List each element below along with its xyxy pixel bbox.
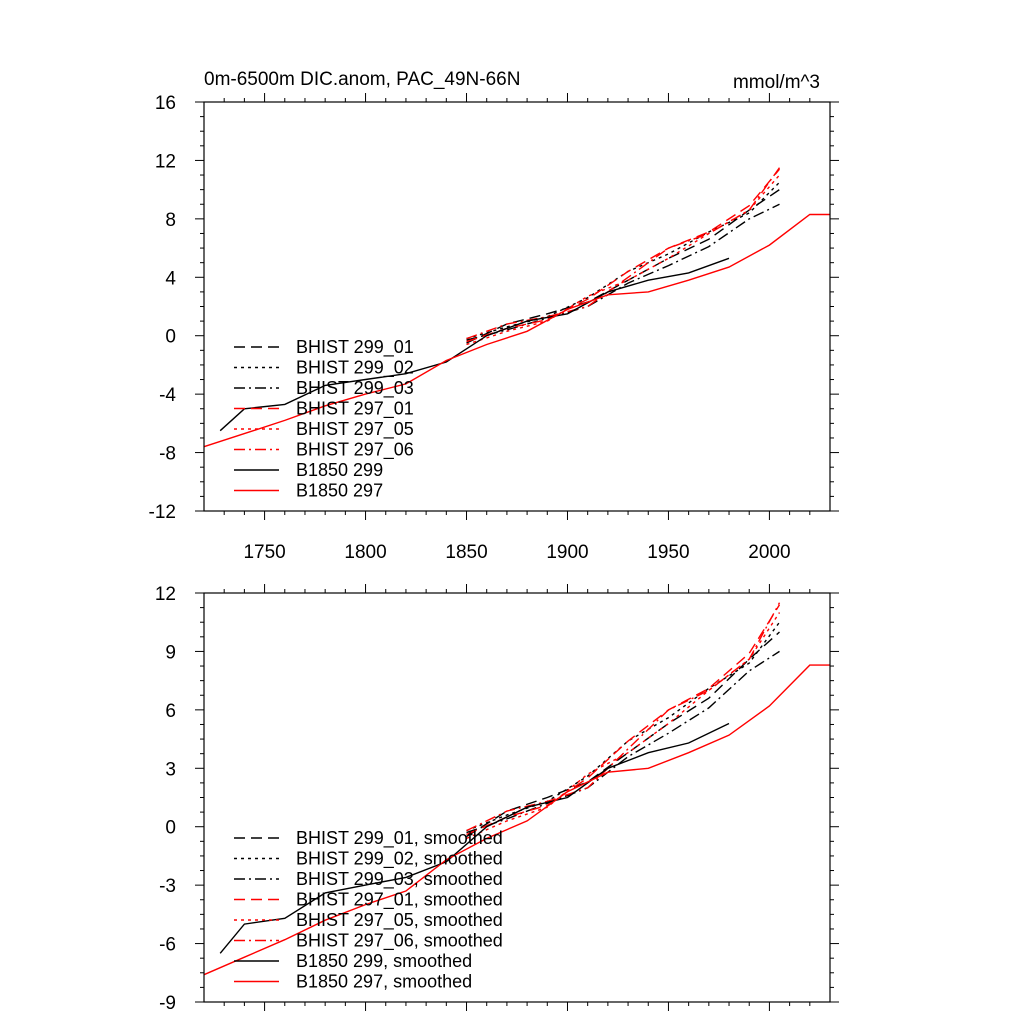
series-line xyxy=(466,189,780,344)
plot-lines xyxy=(203,167,830,448)
legend-label: BHIST 297_06, smoothed xyxy=(296,931,503,952)
x-tick-label: 1850 xyxy=(445,542,487,563)
x-tick-label: 1750 xyxy=(243,542,285,563)
series-line xyxy=(466,167,781,340)
series-line xyxy=(466,168,781,343)
legend-label: BHIST 299_03, smoothed xyxy=(296,869,503,890)
y-tick-label: 8 xyxy=(165,210,176,231)
y-tick-label: -9 xyxy=(159,993,176,1014)
y-tick-label: -8 xyxy=(159,444,176,465)
legend-label: BHIST 299_01, smoothed xyxy=(296,828,503,849)
units-label: mmol/m^3 xyxy=(733,72,820,93)
series-line xyxy=(466,650,780,834)
series-line xyxy=(466,181,780,340)
y-tick-label: -6 xyxy=(159,935,176,956)
series-line xyxy=(466,631,780,838)
legend-label: B1850 297 xyxy=(296,481,383,501)
legend-label: BHIST 297_05 xyxy=(296,419,414,440)
legend-label: BHIST 297_06 xyxy=(296,440,414,461)
x-tick-label: 1900 xyxy=(546,542,588,563)
plot-lines xyxy=(203,602,830,976)
top-panel: 0m-6500m DIC.anom, PAC_49N-66N mmol/m^3 … xyxy=(149,69,839,563)
y-tick-label: 4 xyxy=(165,268,176,289)
y-tick-label: 12 xyxy=(155,151,176,172)
series-line xyxy=(466,174,781,346)
legend-label: BHIST 299_02, smoothed xyxy=(296,849,503,870)
x-tick-label: 2000 xyxy=(748,542,790,563)
legend-label: BHIST 297_05, smoothed xyxy=(296,910,503,931)
legend-label: BHIST 299_02 xyxy=(296,358,414,379)
y-tick-label: 0 xyxy=(165,327,176,348)
series-line xyxy=(466,612,781,840)
series-line xyxy=(466,602,781,832)
y-tick-label: 0 xyxy=(165,818,176,839)
series-line xyxy=(466,621,781,832)
legend-label: BHIST 299_01 xyxy=(296,337,414,358)
y-tick-label: -12 xyxy=(149,502,176,523)
y-tick-label: 9 xyxy=(165,642,176,663)
legend-label: B1850 299 xyxy=(296,460,383,480)
series-line xyxy=(203,664,830,976)
series-line xyxy=(203,213,830,448)
y-tick-label: -3 xyxy=(159,876,176,897)
y-tick-label: -4 xyxy=(159,385,176,406)
x-tick-label: 1950 xyxy=(647,542,689,563)
x-tick-label: 1800 xyxy=(344,542,386,563)
legend-label: B1850 299, smoothed xyxy=(296,951,472,971)
legend-label: BHIST 299_03 xyxy=(296,378,414,399)
axis-ticks: 1750 1800 1850 1900 1950 2000 -12 -8 -4 0 4 8 12 16 xyxy=(149,93,839,563)
legend-label: B1850 297, smoothed xyxy=(296,972,472,992)
series-line xyxy=(219,722,730,954)
panel-title: 0m-6500m DIC.anom, PAC_49N-66N xyxy=(204,69,520,90)
series-line xyxy=(466,203,780,341)
y-tick-label: 6 xyxy=(165,701,176,722)
legend-label: BHIST 297_01, smoothed xyxy=(296,890,503,911)
legend-label: BHIST 297_01 xyxy=(296,399,414,420)
y-tick-label: 12 xyxy=(155,584,176,605)
series-line xyxy=(466,604,781,836)
y-tick-label: 16 xyxy=(155,93,176,114)
y-tick-label: 3 xyxy=(165,759,176,780)
axis-ticks: -9 -6 -3 0 3 6 9 12 xyxy=(155,584,839,1014)
series-line xyxy=(219,257,730,432)
